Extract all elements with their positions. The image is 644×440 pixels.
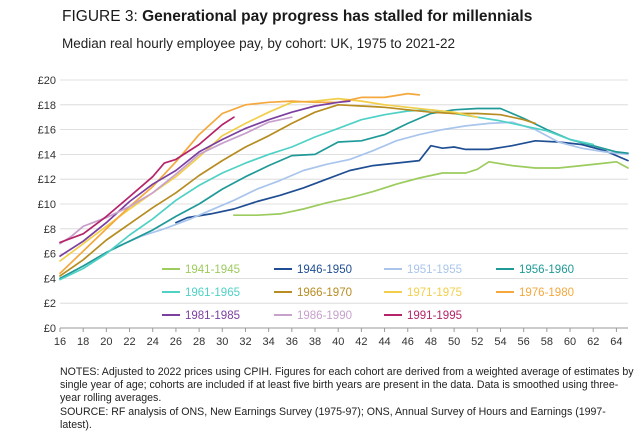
source-text: SOURCE: RF analysis of ONS, New Earnings… [60, 405, 606, 431]
x-tick-label: 52 [471, 336, 483, 348]
y-tick-label: £2 [44, 298, 56, 310]
x-tick-label: 30 [216, 336, 228, 348]
x-tick-label: 26 [170, 336, 182, 348]
legend-label: 1966-1970 [297, 287, 352, 299]
x-tick-label: 18 [77, 336, 89, 348]
notes-block: NOTES: Adjusted to 2022 prices using CPI… [60, 366, 635, 432]
series-line-1986-1990 [59, 116, 293, 245]
series-line-1971-1975 [59, 97, 479, 262]
series-line-1991-1995 [59, 116, 235, 244]
x-tick-label: 24 [147, 336, 159, 348]
legend: 1941-1945 1946-1950 1951-1955 1956-1960 1961… [162, 264, 574, 322]
series-line-1956-1960 [59, 107, 629, 280]
legend-label: 1971-1975 [407, 287, 462, 299]
x-tick-label: 16 [54, 336, 66, 348]
y-tick-label: £14 [38, 149, 56, 161]
x-tick-label: 58 [541, 336, 553, 348]
legend-label: 1976-1980 [519, 287, 574, 299]
legend-label: 1951-1955 [407, 264, 462, 276]
x-tick-label: 60 [564, 336, 576, 348]
y-tick-label: £0 [44, 323, 56, 335]
legend-label: 1946-1950 [297, 264, 352, 276]
series-line-1981-1985 [59, 100, 351, 257]
series-lines [59, 92, 629, 281]
x-tick-label: 54 [494, 336, 506, 348]
legend-label: 1991-1995 [407, 310, 462, 322]
y-tick-label: £12 [38, 174, 56, 186]
legend-label: 1961-1965 [185, 287, 240, 299]
figure-label: FIGURE 3: [62, 8, 138, 25]
figure-title-text: Generational pay progress has stalled fo… [142, 8, 533, 25]
series-line-1951-1955 [117, 121, 629, 248]
series-line-1946-1950 [175, 139, 629, 224]
x-tick-label: 28 [193, 336, 205, 348]
series-line-1976-1980 [59, 92, 421, 275]
y-tick-label: £6 [44, 249, 56, 261]
y-tick-label: £4 [44, 273, 56, 285]
y-tick-label: £16 [38, 125, 56, 137]
y-tick-label: £20 [38, 75, 56, 87]
x-tick-label: 64 [610, 336, 622, 348]
x-tick-label: 36 [286, 336, 298, 348]
x-tick-label: 46 [402, 336, 414, 348]
x-tick-label: 22 [123, 336, 135, 348]
series-line-1961-1965 [59, 108, 595, 281]
x-axis-tick-labels: 16 18 20 22 24 26 28 30 32 34 36 38 40 42 44 46 48 50 52 54… [54, 328, 623, 348]
y-axis-tick-labels: £0 £2 £4 £6 £8 £10 £12 £14 £16 £18 £20 [38, 75, 56, 335]
x-tick-label: 32 [239, 336, 251, 348]
legend-label: 1941-1945 [185, 264, 240, 276]
x-tick-label: 62 [587, 336, 599, 348]
y-tick-label: £18 [38, 100, 56, 112]
figure-subtitle: Median real hourly employee pay, by coho… [62, 36, 455, 51]
notes-text: NOTES: Adjusted to 2022 prices using CPI… [60, 366, 634, 405]
x-tick-label: 40 [332, 336, 344, 348]
x-tick-label: 56 [518, 336, 530, 348]
y-tick-label: £10 [38, 199, 56, 211]
x-tick-label: 20 [100, 336, 112, 348]
x-tick-label: 48 [425, 336, 437, 348]
x-tick-label: 50 [448, 336, 460, 348]
x-tick-label: 34 [263, 336, 275, 348]
series-line-1966-1970 [59, 103, 537, 277]
x-tick-label: 44 [378, 336, 390, 348]
figure-title: FIGURE 3: Generational pay progress has … [62, 8, 532, 26]
legend-label: 1956-1960 [519, 264, 574, 276]
y-tick-label: £8 [44, 224, 56, 236]
legend-label: 1981-1985 [185, 310, 240, 322]
x-tick-label: 42 [355, 336, 367, 348]
series-line-1941-1945 [233, 160, 629, 217]
x-tick-label: 38 [309, 336, 321, 348]
legend-label: 1986-1990 [297, 310, 352, 322]
